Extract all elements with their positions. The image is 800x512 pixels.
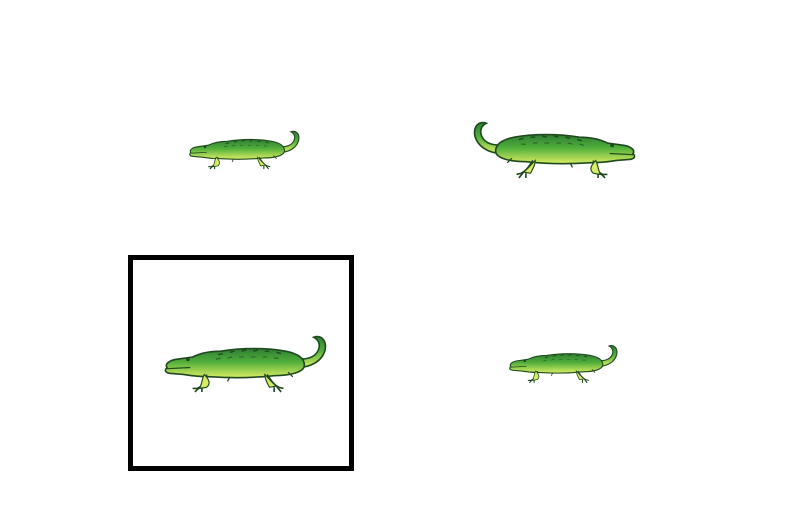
alligator-icon[interactable]: [470, 118, 640, 182]
alligator-icon[interactable]: [160, 332, 330, 396]
alligator-icon[interactable]: [506, 342, 620, 386]
selection-box[interactable]: [128, 255, 354, 471]
alligator-icon[interactable]: [186, 128, 302, 172]
